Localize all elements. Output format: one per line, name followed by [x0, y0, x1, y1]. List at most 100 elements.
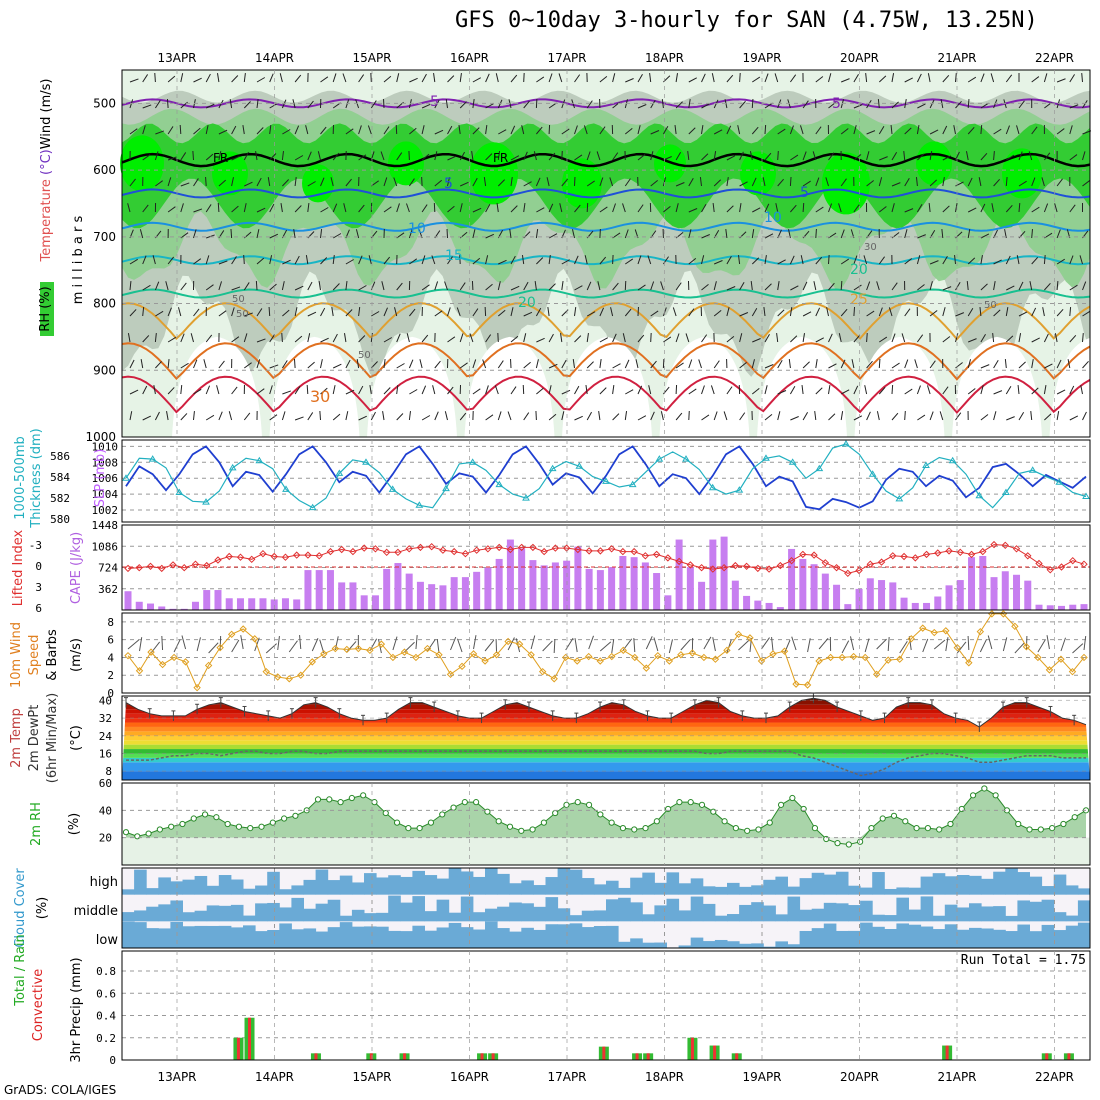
wind-barb [955, 312, 965, 317]
wind-speed-point [550, 675, 558, 683]
cloud-cell [642, 872, 655, 895]
wind-barb [342, 73, 347, 83]
wind-barb [624, 229, 629, 239]
wind-barb [637, 73, 643, 83]
rh-point [676, 799, 683, 806]
wind-barb [421, 153, 430, 161]
li-point [1057, 563, 1066, 571]
cloud-cell [690, 937, 704, 948]
wind-barb [485, 73, 490, 83]
cape-bar [439, 585, 447, 610]
wind-barb [726, 639, 732, 654]
cloud-cell [630, 938, 643, 948]
cloud-cell [714, 939, 728, 948]
cloud-cell [618, 887, 631, 895]
wind-barb [802, 311, 812, 317]
wind-barb [599, 307, 605, 317]
wind-barb [1014, 642, 1025, 654]
wind-barb [612, 73, 616, 83]
cloud-cell [436, 878, 450, 895]
wind-speed-point [723, 646, 731, 655]
li-point [979, 547, 987, 556]
temp-band [122, 704, 1090, 710]
date-label-bottom: 21APR [937, 1070, 976, 1084]
cloud-cell [243, 888, 256, 895]
li-point [225, 552, 233, 561]
wind-barb [726, 125, 732, 135]
wind-barb [866, 130, 876, 135]
wind-barb [561, 389, 571, 395]
wind-barb [155, 130, 165, 135]
cloud-cell [146, 888, 159, 895]
wind-barb [154, 281, 160, 291]
cloud-cell [436, 927, 450, 948]
rh-point [868, 825, 875, 832]
cloud-cell [654, 882, 667, 895]
wind-barb [992, 332, 995, 343]
wind-speed-point [227, 630, 236, 639]
wind-speed-point [965, 659, 973, 667]
wind-barb [789, 307, 793, 317]
li-point [1001, 541, 1009, 550]
wind-barb [485, 203, 491, 213]
wind-barb [509, 229, 512, 239]
cloud-cell [969, 927, 982, 948]
wind-barb [1028, 151, 1033, 161]
wind-barb [193, 359, 198, 369]
rh-point [529, 826, 536, 833]
wind-barb [993, 150, 995, 161]
wind-barb [611, 639, 615, 654]
wind-barb [244, 312, 253, 317]
wind-barb [269, 385, 273, 395]
wind-barb [1031, 76, 1040, 83]
cloud-cell [291, 897, 304, 922]
wind-barb [1043, 254, 1046, 265]
wind-barb [622, 333, 626, 343]
cape-bar [191, 601, 199, 610]
li-point [765, 565, 773, 573]
wind-barb [1005, 255, 1011, 265]
wind-barb [916, 385, 921, 395]
wind-barb [813, 281, 817, 291]
temp-band [122, 726, 1090, 732]
cloud-cell [1041, 899, 1055, 922]
cape-bar [540, 565, 548, 610]
precip-conv-bar [314, 1053, 318, 1060]
wind-barb [510, 307, 514, 317]
cloud-cell [993, 871, 1006, 895]
panel-frame [121, 950, 1091, 1061]
wind-barb [447, 256, 453, 265]
li-point [967, 550, 976, 559]
wind-barb [155, 361, 162, 369]
wind-barb [840, 359, 846, 369]
wind-barb [1072, 643, 1084, 654]
rh-point [337, 799, 344, 806]
rh-point [721, 818, 728, 825]
wind-barb [612, 152, 619, 161]
cloud-cell [848, 885, 861, 895]
cloud-cell [799, 878, 813, 895]
wind-speed-point [803, 681, 812, 689]
wind-barb [447, 205, 455, 213]
cloud-cell [315, 903, 329, 922]
y-tick-label: 40 [99, 804, 112, 817]
data-point [228, 463, 237, 471]
wind-barb [521, 125, 525, 135]
series-line [125, 445, 1087, 511]
y-tick-label: 1008 [92, 456, 119, 469]
wind-barb [853, 415, 863, 421]
rh-point [382, 809, 389, 817]
precip-conv-bar [690, 1037, 694, 1060]
wind-speed-point [654, 651, 662, 660]
wind-barb [967, 308, 974, 317]
y-tick-label: 1006 [92, 472, 119, 485]
cape-bar [754, 600, 762, 610]
wind-speed-point [285, 675, 293, 683]
wind-barb [167, 126, 174, 135]
cape-bar [383, 568, 391, 610]
cloud-cell [1029, 876, 1043, 895]
wind-speed-point [1057, 655, 1065, 663]
wind-barb [1031, 126, 1038, 135]
wind-barb [1056, 411, 1060, 421]
